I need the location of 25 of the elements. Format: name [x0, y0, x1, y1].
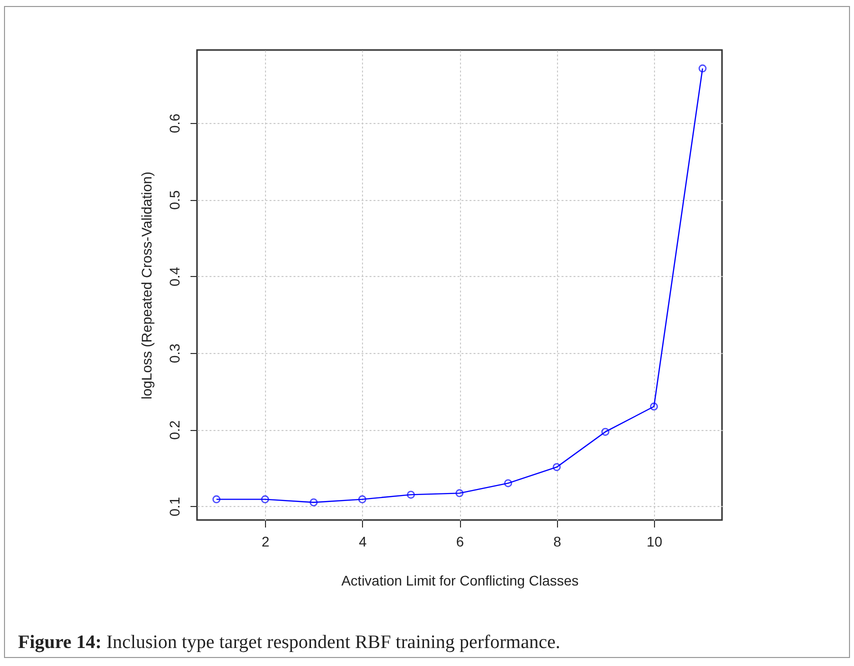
point [504, 479, 512, 488]
x-tick-label: 10 [646, 534, 662, 550]
x-tick-label: 8 [553, 534, 562, 550]
point [212, 495, 220, 504]
point [601, 428, 610, 436]
point [261, 495, 270, 504]
point [552, 463, 561, 472]
x-tick-label: 6 [456, 534, 464, 550]
point [406, 490, 415, 499]
y-tick-label: 0.2 [166, 420, 182, 440]
point [650, 402, 658, 411]
point [358, 495, 366, 504]
x-tick-label: 4 [358, 534, 367, 550]
point [455, 489, 464, 498]
y-tick-label: 0.5 [166, 190, 182, 210]
y-tick-label: 0.4 [166, 266, 182, 286]
caption: Figure 14: Inclusion type target respondent RBF training performance. [18, 632, 560, 654]
x-axis-title: Activation Limit for Conflicting Classes [341, 572, 579, 588]
y-axis-title: logLoss (Repeated Cross-Validation) [138, 172, 154, 400]
y-tick-label: 0.3 [166, 343, 182, 364]
point [698, 64, 707, 72]
point [310, 498, 318, 506]
y-tick-label: 0.6 [166, 113, 182, 134]
y-tick-label: 0.1 [166, 496, 182, 516]
x-tick-label: 2 [262, 534, 270, 550]
